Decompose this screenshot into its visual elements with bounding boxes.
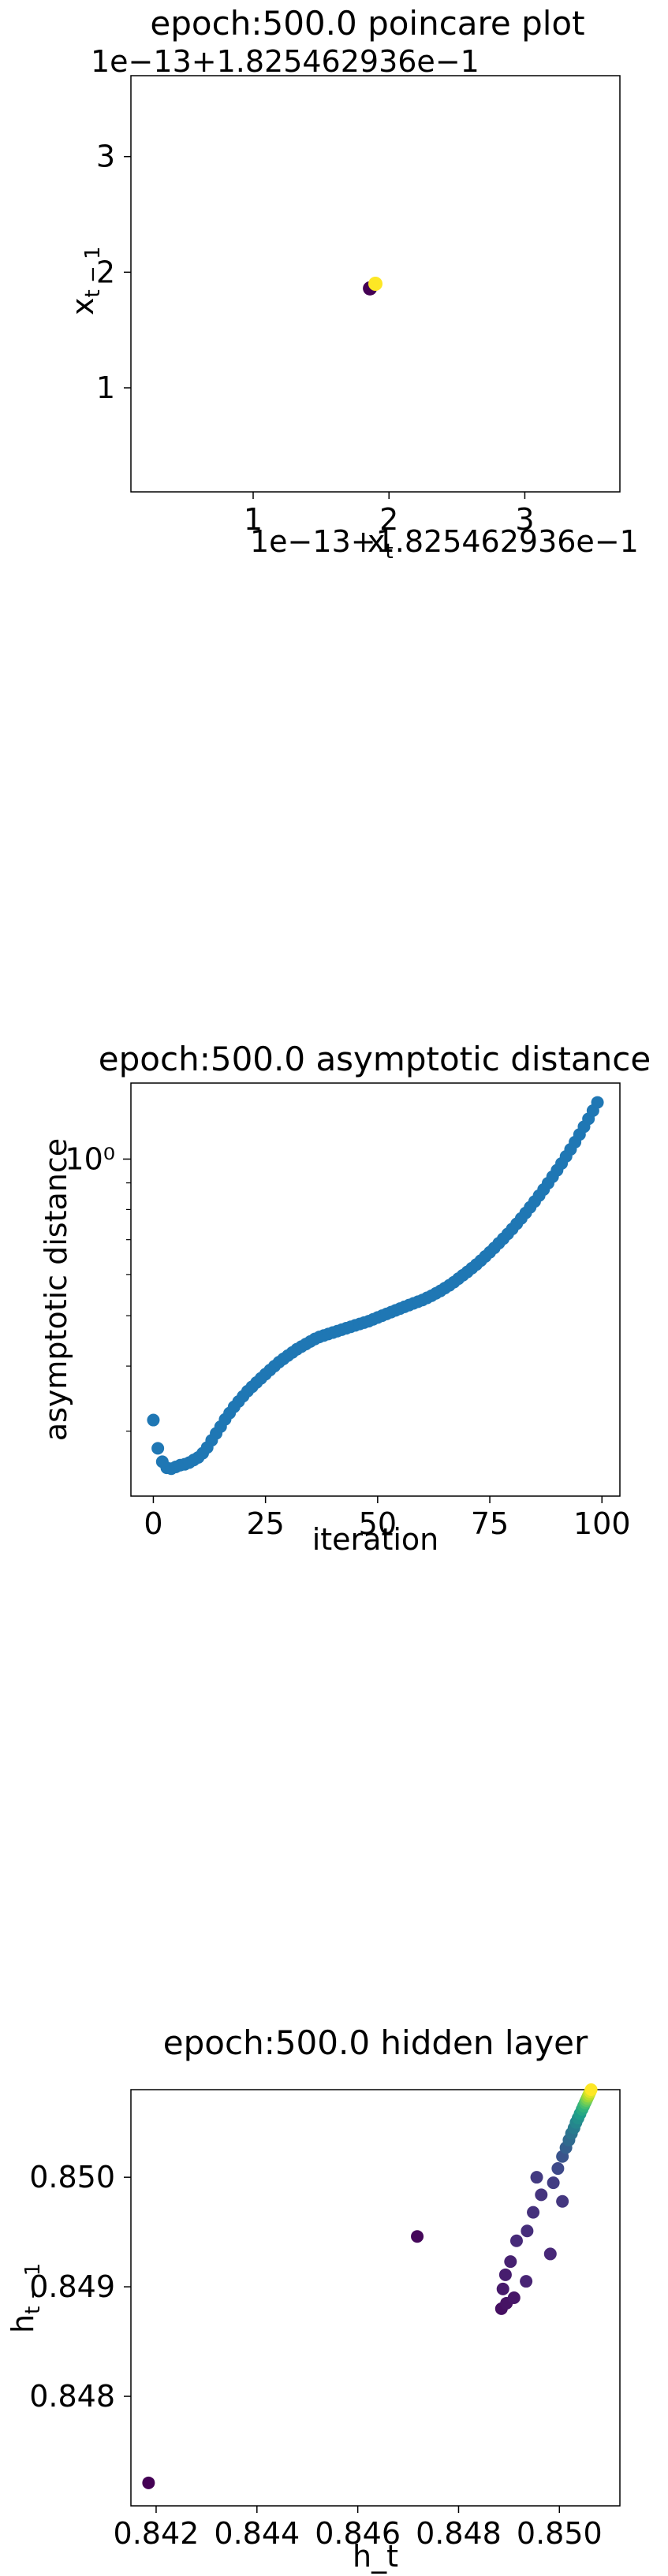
y-tick-label: 1 [96,370,115,405]
x-tick-label: 0.848 [416,2516,502,2551]
x-tick-label: 100 [573,1506,631,1541]
asymptotic-y-ticks: 10⁰ [65,1141,131,1432]
hidden-x-ticks: 0.842 0.844 0.846 0.848 0.850 [114,2506,603,2551]
data-point [411,2230,424,2243]
x-tick-label: 0.844 [214,2516,300,2551]
data-point [547,2176,560,2190]
poincare-points [363,277,383,296]
data-point [535,2188,548,2202]
hidden-x-label: h_t [353,2539,398,2574]
hidden-title: epoch:500.0 hidden layer [163,2023,588,2062]
data-point [591,1096,604,1109]
x-tick-label: 0.846 [315,2516,401,2551]
data-point [504,2255,517,2269]
x-tick-label: 0.842 [114,2516,200,2551]
data-point [507,2291,521,2304]
y-tick-label: 2 [96,255,115,289]
data-point [527,2206,540,2219]
asymptotic-x-label: iteration [312,1522,439,1557]
data-point [556,2194,569,2208]
y-tick-label: 0.849 [29,2269,115,2304]
x-tick-label: 50 [359,1506,397,1541]
poincare-y-label: xt − 1 [65,246,105,315]
data-point [551,2162,565,2176]
hidden-points [142,2083,598,2489]
y-tick-label: 3 [96,140,115,174]
poincare-x-offset-label: 1e−13+1.825462936e−1 [250,524,639,559]
data-point [496,2282,509,2295]
data-point [530,2171,543,2184]
asymptotic-points [147,1096,604,1476]
data-point [509,2234,523,2247]
asymptotic-title: epoch:500.0 asymptotic distance [99,1040,651,1078]
x-tick-label: 1 [244,502,263,537]
data-point [147,1413,160,1427]
asymptotic-plot-frame [130,1082,621,1497]
data-point [584,2083,598,2096]
x-tick-label: 75 [471,1506,509,1541]
poincare-plot-frame [130,75,621,493]
poincare-x-ticks: 1 2 3 [244,492,535,537]
y-tick-label: 10⁰ [65,1141,115,1176]
poincare-title: epoch:500.0 poincare plot [150,4,584,43]
x-tick-label: 25 [246,1506,284,1541]
data-point [142,2476,155,2489]
poincare-chart: epoch:500.0 poincare plot 1e−13+1.825462… [65,4,639,564]
asymptotic-y-label: asymptotic distance [39,1138,73,1441]
data-point [151,1442,165,1455]
x-tick-label: 0 [144,1506,162,1541]
poincare-y-ticks: 1 2 3 [96,140,131,405]
data-point [368,277,383,291]
data-point [520,2275,533,2288]
y-tick-label: 0.850 [29,2160,115,2194]
hidden-y-ticks: 0.848 0.849 0.850 [29,2160,131,2414]
hidden-plot-frame [130,2089,621,2507]
poincare-y-offset-label: 1e−13+1.825462936e−1 [91,44,480,79]
data-point [521,2224,534,2238]
x-tick-label: 0.850 [517,2516,603,2551]
asymptotic-chart: epoch:500.0 asymptotic distance 0 25 50 75 1… [39,1040,651,1557]
data-point [498,2268,512,2281]
data-point [543,2247,557,2261]
hidden-y-label: ht − 1 [6,2263,45,2333]
x-tick-label: 3 [515,502,534,537]
hidden-layer-chart: epoch:500.0 hidden layer 0.842 0.844 0.846… [6,2023,621,2574]
x-tick-label: 2 [379,502,398,537]
y-tick-label: 0.848 [29,2379,115,2414]
asymptotic-x-ticks: 0 25 50 75 100 [144,1496,631,1541]
